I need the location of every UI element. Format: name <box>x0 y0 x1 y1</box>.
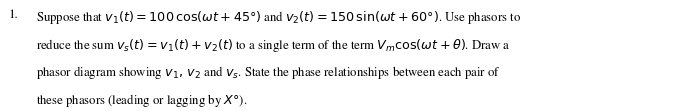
Text: 1.: 1. <box>8 9 18 21</box>
Text: Suppose that $v_1(t) = 100\,\cos(\omega t + 45°)$ and $v_2(t) = 150\,\sin(\omega: Suppose that $v_1(t) = 100\,\cos(\omega … <box>36 9 522 26</box>
Text: these phasors (leading or lagging by $X°$).: these phasors (leading or lagging by $X°… <box>36 92 248 109</box>
Text: phasor diagram showing $v_1,\, v_2$ and $v_s$. State the phase relationships bet: phasor diagram showing $v_1,\, v_2$ and … <box>36 64 501 81</box>
Text: reduce the sum $v_s(t) = v_1(t) + v_2(t)$ to a single term of the term $V_m\cos(: reduce the sum $v_s(t) = v_1(t) + v_2(t)… <box>36 37 511 54</box>
